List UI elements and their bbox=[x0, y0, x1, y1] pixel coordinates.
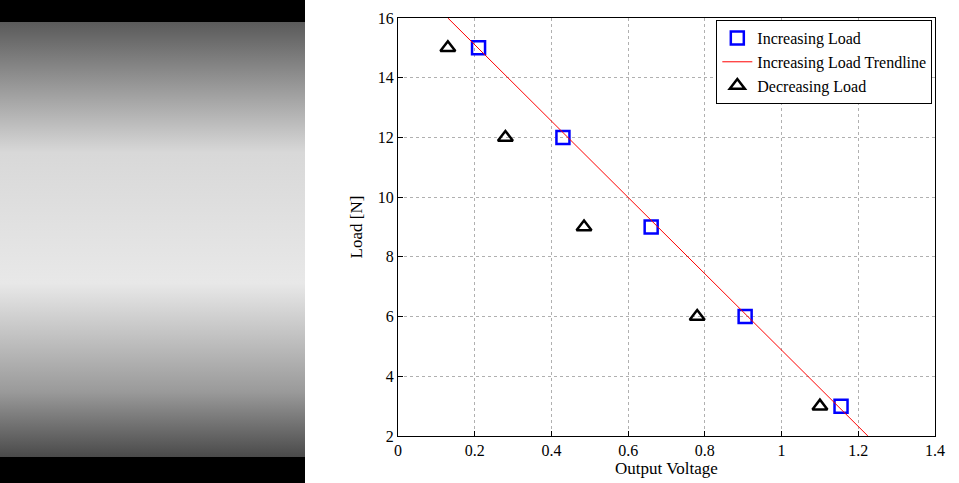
svg-text:14: 14 bbox=[378, 69, 394, 86]
svg-text:0.4: 0.4 bbox=[541, 442, 561, 459]
svg-text:Output Voltage: Output Voltage bbox=[615, 459, 718, 478]
svg-text:1: 1 bbox=[778, 442, 786, 459]
svg-text:0.6: 0.6 bbox=[618, 442, 638, 459]
svg-text:0: 0 bbox=[394, 442, 402, 459]
svg-text:8: 8 bbox=[386, 248, 394, 265]
svg-text:Increasing Load: Increasing Load bbox=[757, 30, 861, 48]
svg-text:12: 12 bbox=[378, 129, 394, 146]
svg-text:4: 4 bbox=[386, 368, 394, 385]
svg-text:Load [N]: Load [N] bbox=[347, 196, 366, 259]
svg-text:10: 10 bbox=[378, 189, 394, 206]
svg-text:6: 6 bbox=[386, 308, 394, 325]
svg-text:1.4: 1.4 bbox=[925, 442, 945, 459]
svg-text:2: 2 bbox=[386, 428, 394, 445]
svg-text:16: 16 bbox=[378, 10, 394, 27]
svg-text:Decreasing Load: Decreasing Load bbox=[757, 78, 866, 96]
svg-text:0.2: 0.2 bbox=[465, 442, 485, 459]
svg-text:0.8: 0.8 bbox=[695, 442, 715, 459]
svg-text:1.2: 1.2 bbox=[848, 442, 868, 459]
svg-text:Increasing Load Trendline: Increasing Load Trendline bbox=[757, 54, 926, 72]
